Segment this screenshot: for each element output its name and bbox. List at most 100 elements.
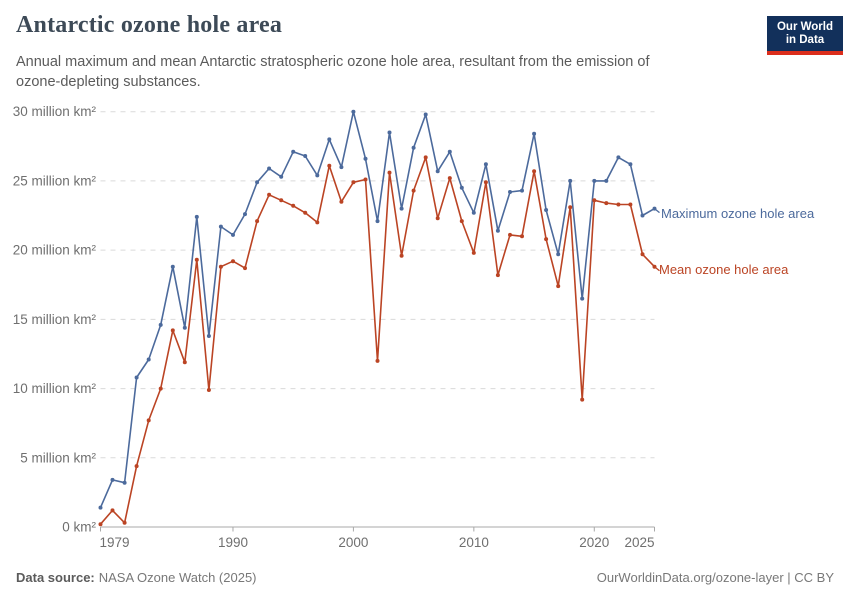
data-source-value: NASA Ozone Watch (2025) xyxy=(98,570,257,585)
data-point-marker xyxy=(327,137,332,142)
data-point-marker xyxy=(110,477,115,482)
data-point-marker xyxy=(315,220,320,225)
data-point-marker xyxy=(495,273,500,278)
data-point-marker xyxy=(279,174,284,179)
data-point-marker xyxy=(267,192,272,197)
y-tick-label: 5 million km² xyxy=(20,450,96,465)
data-point-marker xyxy=(158,386,163,391)
page-title: Antarctic ozone hole area xyxy=(16,12,283,38)
data-point-marker xyxy=(435,216,440,221)
series-label-maximum: Maximum ozone hole area xyxy=(661,206,815,221)
data-point-marker xyxy=(351,109,356,114)
data-point-marker xyxy=(471,210,476,215)
data-point-marker xyxy=(146,418,151,423)
data-point-marker xyxy=(98,522,103,527)
y-tick-label: 25 million km² xyxy=(13,173,97,188)
data-point-marker xyxy=(544,208,549,212)
maximum-series-line xyxy=(99,110,656,509)
data-point-marker xyxy=(375,358,380,363)
data-point-marker xyxy=(399,253,404,258)
data-point-marker xyxy=(327,163,332,168)
data-point-marker xyxy=(568,178,573,183)
data-point-marker xyxy=(435,169,440,174)
data-point-marker xyxy=(568,205,573,210)
data-point-marker xyxy=(580,397,585,402)
y-tick-label: 10 million km² xyxy=(13,381,97,396)
data-point-marker xyxy=(303,210,308,215)
data-point-marker xyxy=(315,173,320,178)
data-point-marker xyxy=(459,219,464,224)
data-point-marker xyxy=(423,155,428,160)
data-point-marker xyxy=(411,188,416,193)
data-point-marker xyxy=(291,149,296,154)
data-point-marker xyxy=(495,228,500,233)
data-point-marker xyxy=(532,169,537,174)
data-point-marker xyxy=(243,266,247,271)
data-point-marker xyxy=(447,149,452,154)
x-tick-label: 1979 xyxy=(99,535,129,550)
data-point-marker xyxy=(520,188,524,193)
data-point-marker xyxy=(508,190,512,194)
y-tick-label: 0 km² xyxy=(62,520,96,535)
chart-footer: Data source: NASA Ozone Watch (2025) OurW… xyxy=(16,570,834,585)
x-tick-label: 2000 xyxy=(338,535,368,550)
data-source: Data source: NASA Ozone Watch (2025) xyxy=(16,570,257,585)
data-point-marker xyxy=(640,213,645,218)
data-point-marker xyxy=(303,154,308,158)
data-point-marker xyxy=(170,264,175,269)
data-point-marker xyxy=(218,224,223,229)
series-label-connector xyxy=(654,266,660,272)
data-point-marker xyxy=(206,388,211,392)
data-point-marker xyxy=(544,237,549,242)
data-point-marker xyxy=(146,357,151,362)
data-point-marker xyxy=(423,112,428,117)
data-point-marker xyxy=(628,162,633,167)
data-point-marker xyxy=(556,252,561,257)
x-tick-label: 1990 xyxy=(218,535,248,550)
data-point-marker xyxy=(98,505,103,510)
data-point-marker xyxy=(399,206,404,211)
y-tick-label: 30 million km² xyxy=(13,104,97,119)
x-tick-label: 2010 xyxy=(459,535,489,550)
data-point-marker xyxy=(459,185,464,190)
data-point-marker xyxy=(122,520,127,525)
data-point-marker xyxy=(134,464,139,469)
data-point-marker xyxy=(255,180,260,185)
data-point-marker xyxy=(471,250,476,255)
data-point-marker xyxy=(351,180,356,185)
logo-text-line2: in Data xyxy=(785,34,825,47)
data-point-marker xyxy=(255,219,260,224)
data-point-marker xyxy=(363,177,368,182)
data-point-marker xyxy=(218,264,223,269)
data-point-marker xyxy=(170,328,175,333)
data-point-marker xyxy=(375,219,380,224)
data-point-marker xyxy=(580,296,585,301)
data-point-marker xyxy=(194,214,199,219)
data-point-marker xyxy=(447,176,452,181)
data-point-marker xyxy=(532,131,537,136)
x-tick-label: 2025 xyxy=(624,535,654,550)
data-point-marker xyxy=(267,166,272,171)
footer-credit-link[interactable]: OurWorldinData.org/ozone-layer | CC BY xyxy=(596,570,834,585)
x-tick-label: 2020 xyxy=(579,535,609,550)
data-point-marker xyxy=(291,203,296,208)
data-point-marker xyxy=(616,155,621,160)
data-point-marker xyxy=(556,284,561,289)
data-point-marker xyxy=(110,508,115,513)
data-point-marker xyxy=(483,180,488,185)
data-point-marker xyxy=(387,130,392,135)
owid-logo[interactable]: Our World in Data xyxy=(767,16,843,56)
data-point-marker xyxy=(628,202,633,207)
data-point-marker xyxy=(158,322,163,327)
data-point-marker xyxy=(231,232,235,237)
data-point-marker xyxy=(604,201,609,206)
y-tick-label: 15 million km² xyxy=(13,312,97,327)
series-label-connector xyxy=(654,208,660,214)
data-point-marker xyxy=(182,360,187,365)
data-point-marker xyxy=(231,259,235,264)
logo-text-line1: Our World xyxy=(776,21,833,33)
data-source-label: Data source: xyxy=(16,570,95,585)
data-point-marker xyxy=(411,145,416,150)
